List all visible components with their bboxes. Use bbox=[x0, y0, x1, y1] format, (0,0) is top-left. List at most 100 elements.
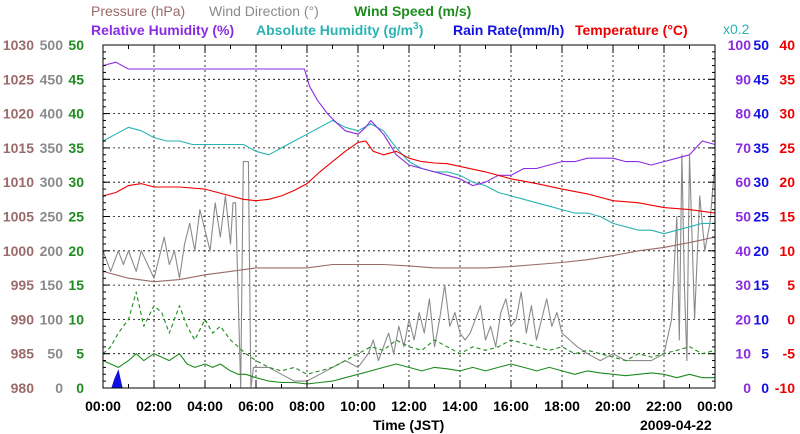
x-tick-label: 00:00 bbox=[85, 398, 121, 414]
legend-relative-humidity: Relative Humidity (%) bbox=[91, 22, 234, 38]
y-tick-pressure: 1020 bbox=[3, 106, 34, 122]
y-tick-rel-hum: 30 bbox=[735, 277, 751, 293]
y-tick-wind-speed: 5 bbox=[76, 346, 84, 362]
y-tick-rel-hum: 50 bbox=[735, 209, 751, 225]
y-tick-rel-hum: 0 bbox=[743, 380, 751, 396]
y-tick-pressure: 1000 bbox=[3, 243, 34, 259]
x-tick-label: 10:00 bbox=[340, 398, 376, 414]
y-tick-rain: 35 bbox=[753, 140, 769, 156]
y-tick-pressure: 1030 bbox=[3, 37, 34, 53]
x-tick-label: 08:00 bbox=[289, 398, 325, 414]
y-tick-temp: 20 bbox=[779, 174, 795, 190]
y-tick-wind-speed: 35 bbox=[68, 140, 84, 156]
y-tick-wind-dir: 350 bbox=[40, 140, 64, 156]
y-tick-wind-dir: 200 bbox=[40, 243, 64, 259]
legend-pressure: Pressure (hPa) bbox=[91, 3, 185, 19]
y-tick-rain: 50 bbox=[753, 37, 769, 53]
y-tick-rel-hum: 40 bbox=[735, 243, 751, 259]
y-tick-rain: 5 bbox=[761, 346, 769, 362]
y-tick-rain: 10 bbox=[753, 311, 769, 327]
y-tick-rain: 20 bbox=[753, 243, 769, 259]
date-label: 2009-04-22 bbox=[640, 417, 712, 433]
series-wind-speed-mean bbox=[102, 353, 715, 385]
y-tick-wind-speed: 20 bbox=[68, 243, 84, 259]
legend-absolute-humidity-sup: 3 bbox=[413, 21, 419, 32]
y-tick-pressure: 1025 bbox=[3, 71, 34, 87]
series-absolute-humidity-x0-2 bbox=[102, 119, 715, 235]
series-temperature bbox=[102, 140, 716, 214]
series-wind-direction bbox=[102, 154, 716, 389]
y-tick-temp: 35 bbox=[779, 71, 795, 87]
legend-wind-speed: Wind Speed (m/s) bbox=[354, 3, 471, 19]
series-pressure bbox=[102, 236, 716, 283]
y-tick-wind-speed: 15 bbox=[68, 277, 84, 293]
y-tick-temp: 10 bbox=[779, 243, 795, 259]
y-tick-pressure: 980 bbox=[11, 380, 35, 396]
x-tick-label: 00:00 bbox=[697, 398, 733, 414]
y-tick-wind-speed: 50 bbox=[68, 37, 84, 53]
x-tick-label: 12:00 bbox=[391, 398, 427, 414]
legend-wind-direction: Wind Direction (°) bbox=[209, 3, 319, 19]
y-axes: 1030102510201015101010051000995990985980… bbox=[3, 37, 795, 396]
y-tick-temp: -5 bbox=[783, 346, 796, 362]
legend-temperature: Temperature (°C) bbox=[575, 22, 688, 38]
x-tick-label: 20:00 bbox=[595, 398, 631, 414]
series-wind-speed-max bbox=[102, 291, 716, 375]
y-tick-wind-speed: 0 bbox=[76, 380, 84, 396]
x-tick-label: 18:00 bbox=[544, 398, 580, 414]
y-tick-temp: 30 bbox=[779, 106, 795, 122]
y-tick-wind-dir: 100 bbox=[40, 311, 64, 327]
y-tick-rel-hum: 10 bbox=[735, 346, 751, 362]
x-tick-label: 04:00 bbox=[187, 398, 223, 414]
y-tick-wind-dir: 450 bbox=[40, 71, 64, 87]
y-tick-wind-dir: 500 bbox=[40, 37, 64, 53]
x-axis-label: Time (JST) bbox=[373, 417, 444, 433]
x-tick-label: 02:00 bbox=[136, 398, 172, 414]
y-tick-temp: 5 bbox=[787, 277, 795, 293]
y-tick-pressure: 985 bbox=[11, 346, 35, 362]
plot-frame bbox=[102, 44, 716, 389]
y-tick-pressure: 1015 bbox=[3, 140, 34, 156]
y-tick-rain: 15 bbox=[753, 277, 769, 293]
y-tick-rel-hum: 80 bbox=[735, 106, 751, 122]
y-tick-temp: 40 bbox=[779, 37, 795, 53]
y-tick-rain: 0 bbox=[761, 380, 769, 396]
x-tick-label: 14:00 bbox=[442, 398, 478, 414]
y-tick-temp: -10 bbox=[775, 380, 795, 396]
y-tick-wind-speed: 45 bbox=[68, 71, 84, 87]
y-tick-rain: 25 bbox=[753, 209, 769, 225]
y-tick-wind-dir: 250 bbox=[40, 209, 64, 225]
y-tick-wind-dir: 150 bbox=[40, 277, 64, 293]
y-tick-rain: 40 bbox=[753, 106, 769, 122]
legend-absolute-humidity-close: ) bbox=[419, 22, 424, 38]
y-tick-wind-dir: 0 bbox=[55, 380, 63, 396]
y-tick-temp: 15 bbox=[779, 209, 795, 225]
y-tick-wind-speed: 30 bbox=[68, 174, 84, 190]
y-tick-rel-hum: 60 bbox=[735, 174, 751, 190]
legend-absolute-humidity-text: Absolute Humidity (g/m bbox=[256, 22, 413, 38]
y-tick-rel-hum: 70 bbox=[735, 140, 751, 156]
y-tick-wind-speed: 10 bbox=[68, 311, 84, 327]
y-tick-pressure: 990 bbox=[11, 311, 35, 327]
y-tick-pressure: 1010 bbox=[3, 174, 34, 190]
y-tick-wind-dir: 300 bbox=[40, 174, 64, 190]
y-tick-rel-hum: 20 bbox=[735, 311, 751, 327]
x-tick-label: 16:00 bbox=[493, 398, 529, 414]
y-tick-pressure: 995 bbox=[11, 277, 35, 293]
y-tick-wind-speed: 25 bbox=[68, 209, 84, 225]
x-tick-label: 06:00 bbox=[238, 398, 274, 414]
series-relative-humidity bbox=[102, 61, 716, 187]
y-tick-wind-speed: 40 bbox=[68, 106, 84, 122]
y-tick-rain: 45 bbox=[753, 71, 769, 87]
y-tick-rel-hum: 90 bbox=[735, 71, 751, 87]
y-tick-wind-dir: 400 bbox=[40, 106, 64, 122]
x-tick-label: 22:00 bbox=[646, 398, 682, 414]
legend-absolute-humidity: Absolute Humidity (g/m3) bbox=[256, 21, 423, 38]
y-tick-wind-dir: 50 bbox=[47, 346, 63, 362]
scale-note: x0.2 bbox=[723, 21, 750, 37]
y-tick-pressure: 1005 bbox=[3, 209, 34, 225]
y-tick-temp: 0 bbox=[787, 311, 795, 327]
legend-rain-rate: Rain Rate(mm/h) bbox=[453, 22, 564, 38]
